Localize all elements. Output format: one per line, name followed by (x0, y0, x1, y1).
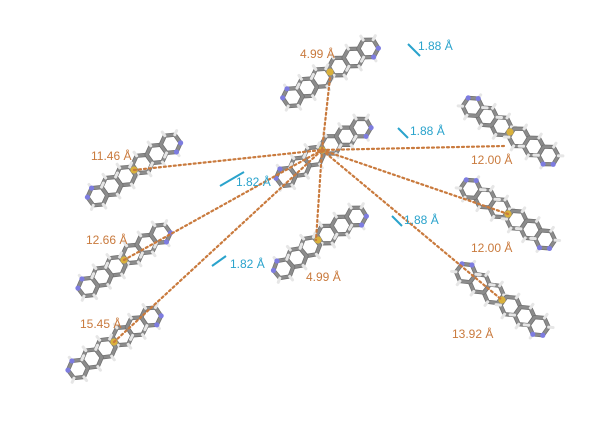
molecule-left-mid (75, 219, 174, 302)
molecule-top (280, 34, 381, 112)
hbond-label-1-88-lower: 1.88 Å (404, 212, 439, 227)
distance-label-4-99-bottom: 4.99 Å (306, 269, 341, 284)
sulfur-atom (314, 236, 322, 244)
distance-line (112, 148, 324, 344)
molecule-left-low (65, 301, 164, 384)
distance-line (320, 144, 507, 152)
distance-line (320, 76, 332, 152)
distance-line (132, 148, 324, 172)
hbond-line (397, 127, 409, 139)
hbond-label-1-82-lower: 1.82 Å (230, 256, 265, 271)
hbond-label-1-88-middle: 1.88 Å (410, 123, 445, 138)
hbond-line (391, 215, 403, 227)
distance-line (122, 148, 324, 262)
hbond-line (211, 255, 227, 267)
distance-line (320, 148, 510, 216)
hbond-line (407, 43, 421, 57)
hbond-label-1-88-top: 1.88 Å (418, 38, 453, 53)
molecule-right-mid (454, 175, 562, 253)
distance-label-4-99-top: 4.99 Å (300, 46, 335, 61)
molecule-right-top (456, 93, 565, 170)
hbond-line (219, 171, 245, 187)
distance-label-12-66: 12.66 Å (86, 232, 127, 247)
sulfur-atom (326, 68, 334, 76)
molecule-right-low (450, 259, 555, 340)
distance-line (314, 148, 324, 242)
distance-line (320, 148, 504, 302)
molecule-center-low (270, 202, 369, 284)
hbond-label-1-82-upper: 1.82 Å (236, 174, 271, 189)
sulfur-atom (506, 128, 514, 136)
molecule-left-top (84, 129, 184, 211)
distance-label-15-45: 15.45 Å (80, 316, 121, 331)
distance-label-12-00-lower: 12.00 Å (471, 240, 512, 255)
distance-label-12-00-upper: 12.00 Å (471, 152, 512, 167)
distance-label-13-92: 13.92 Å (452, 326, 493, 341)
distance-label-11-46: 11.46 Å (91, 148, 131, 163)
contact-line-layer (112, 43, 510, 344)
